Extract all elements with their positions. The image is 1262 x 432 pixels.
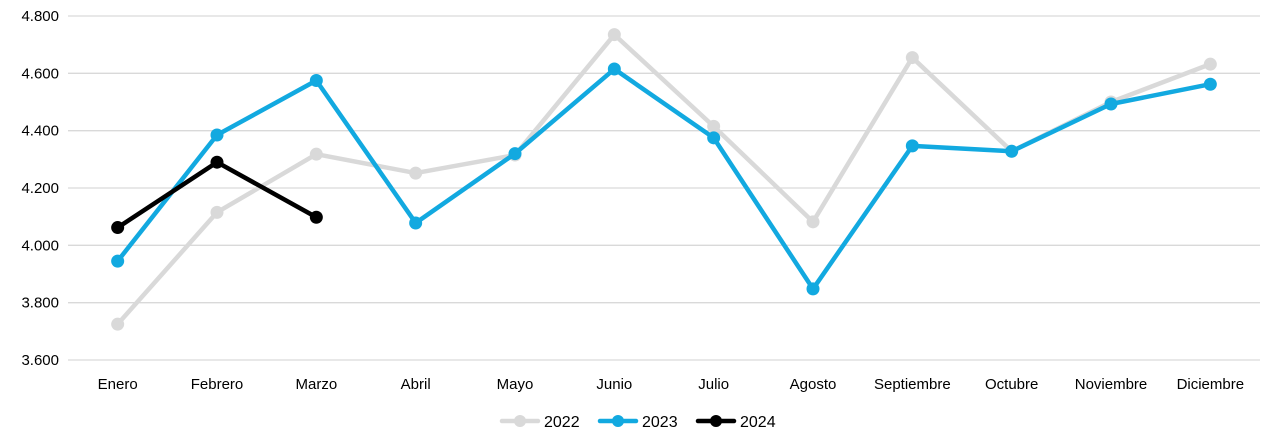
series-group (111, 28, 1217, 331)
data-point-2022 (111, 317, 125, 331)
x-tick-label: Octubre (985, 376, 1038, 393)
x-tick-label: Marzo (295, 376, 337, 393)
legend-item-2022: 2022 (499, 414, 580, 431)
series-2023 (111, 62, 1217, 296)
data-point-2023 (210, 128, 224, 142)
y-tick-label: 3.800 (21, 295, 59, 312)
data-point-2022 (707, 119, 721, 133)
series-line-2022 (115, 32, 1213, 327)
x-tick-label: Agosto (790, 376, 837, 393)
x-tick-label: Julio (698, 376, 729, 393)
x-tick-label: Enero (98, 376, 138, 393)
legend-marker (514, 415, 526, 427)
data-point-2023 (1203, 77, 1217, 91)
data-point-2022 (607, 28, 621, 42)
x-tick-label: Diciembre (1177, 376, 1245, 393)
legend-item-2023: 2023 (597, 414, 678, 431)
legend-label: 2024 (740, 414, 776, 431)
legend-label: 2022 (544, 414, 580, 431)
data-point-2023 (309, 74, 323, 87)
series-line-2023 (115, 66, 1213, 292)
legend-item-2024: 2024 (695, 414, 776, 431)
data-point-2023 (607, 62, 621, 76)
x-tick-label: Noviembre (1075, 376, 1148, 393)
y-tick-label: 3.600 (21, 352, 59, 369)
legend-marker (612, 415, 624, 427)
data-point-2022 (309, 147, 323, 161)
x-tick-label: Septiembre (874, 376, 951, 393)
data-point-2023 (905, 139, 919, 153)
gridlines (68, 15, 1260, 361)
data-point-2023 (1104, 97, 1118, 111)
y-tick-label: 4.400 (21, 123, 59, 140)
data-point-2022 (409, 166, 423, 180)
data-point-2023 (707, 131, 721, 145)
data-point-2023 (409, 216, 423, 230)
data-point-2022 (210, 205, 224, 219)
y-axis-tick-labels: 3.600 3.800 4.000 4.200 4.400 4.600 4.800 (21, 8, 59, 369)
data-point-2023 (111, 254, 125, 268)
data-point-2023 (1005, 144, 1019, 158)
x-tick-label: Mayo (497, 376, 534, 393)
y-tick-label: 4.200 (21, 180, 59, 197)
legend: 2022 2023 2024 (499, 414, 776, 431)
data-point-2023 (508, 147, 522, 161)
data-point-2023 (806, 282, 820, 296)
series-2024 (111, 155, 323, 235)
x-axis-tick-labels: Enero Febrero Marzo Abril Mayo Junio Julio Agos… (98, 376, 1244, 393)
x-tick-label: Febrero (191, 376, 244, 393)
legend-marker (710, 415, 722, 427)
data-point-2024 (309, 210, 323, 224)
data-point-2022 (1203, 57, 1217, 71)
legend-label: 2023 (642, 414, 678, 431)
data-point-2022 (905, 51, 919, 65)
y-tick-label: 4.600 (21, 65, 59, 82)
x-tick-label: Junio (596, 376, 632, 393)
x-tick-label: Abril (401, 376, 431, 393)
data-point-2024 (111, 221, 125, 235)
y-tick-label: 4.000 (21, 237, 59, 254)
data-point-2022 (806, 215, 820, 229)
data-point-2024 (210, 155, 224, 169)
y-tick-label: 4.800 (21, 8, 59, 25)
